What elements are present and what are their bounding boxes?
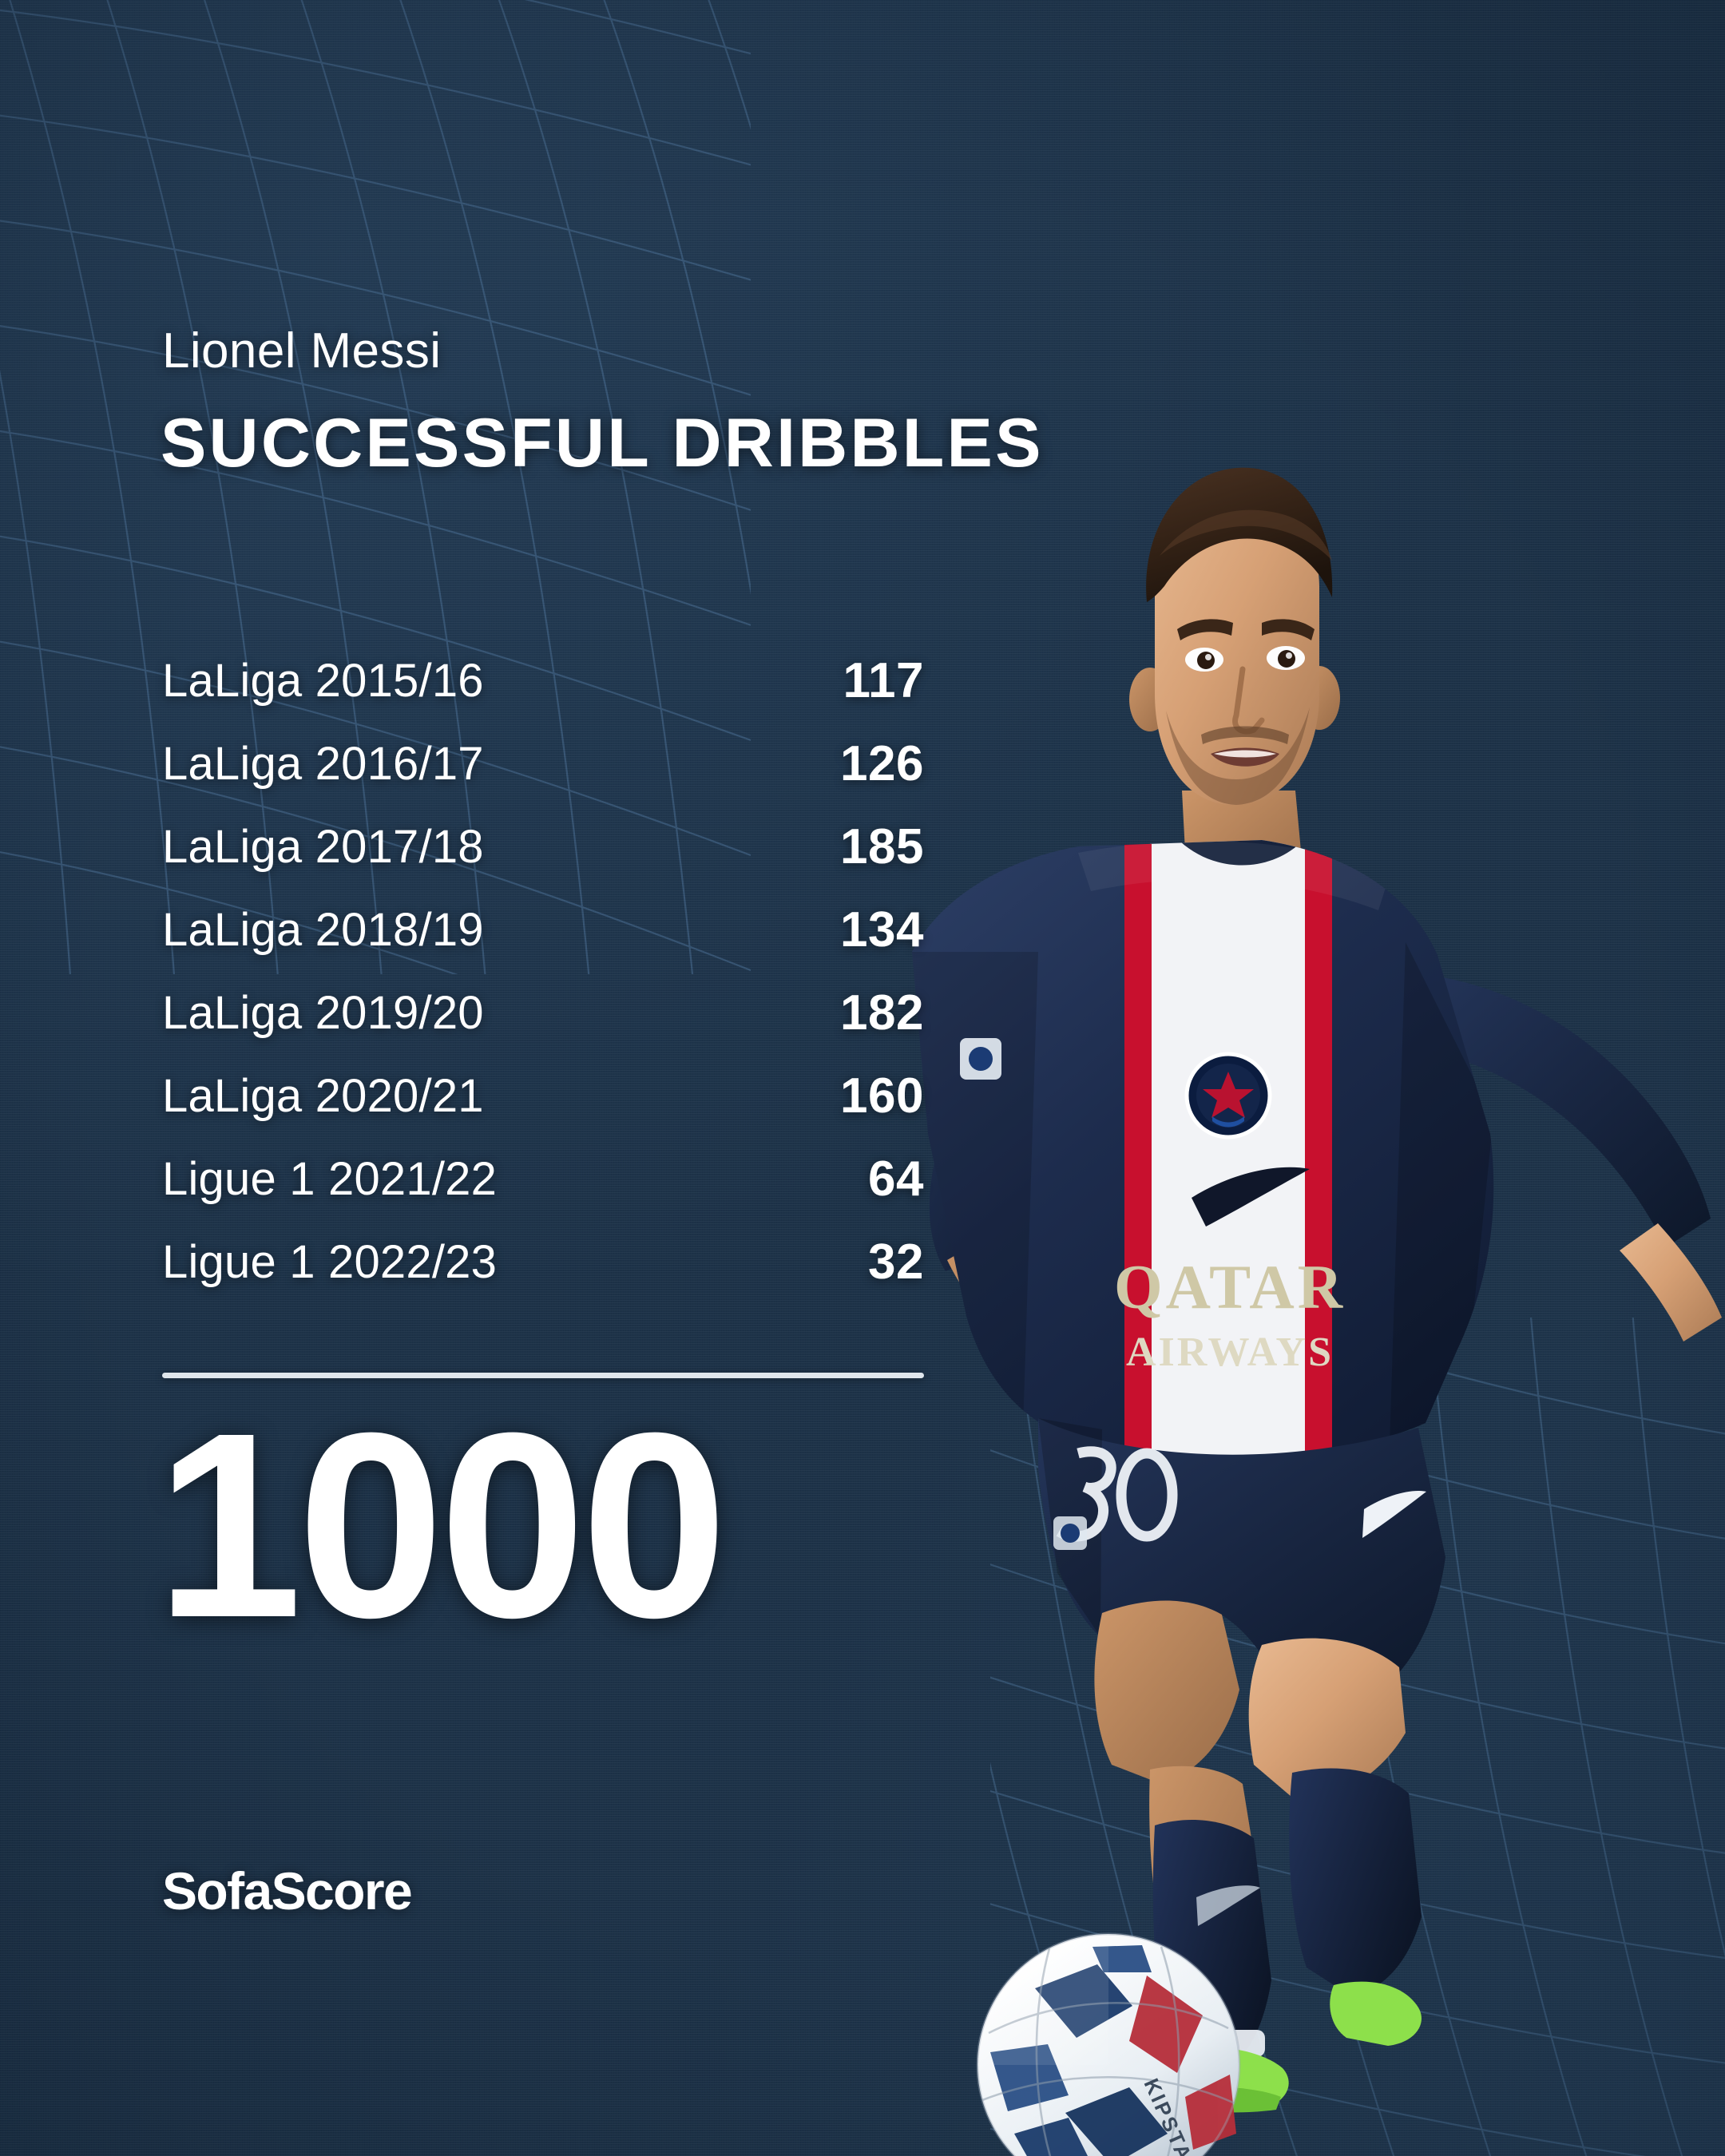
row-season-label: Ligue 1 2021/22 [162, 1152, 498, 1205]
row-dribbles-value: 32 [868, 1234, 924, 1290]
row-dribbles-value: 126 [840, 735, 924, 791]
row-dribbles-value: 117 [843, 652, 924, 708]
svg-text:KIPSTA: KIPSTA [1140, 2075, 1198, 2156]
table-row: Ligue 1 2021/22 64 [162, 1137, 924, 1220]
table-row: LaLiga 2019/20 182 [162, 971, 924, 1054]
row-dribbles-value: 134 [840, 902, 924, 957]
table-row: Ligue 1 2022/23 32 [162, 1220, 924, 1303]
row-season-label: Ligue 1 2022/23 [162, 1235, 498, 1288]
row-dribbles-value: 182 [840, 985, 924, 1040]
row-dribbles-value: 185 [840, 818, 924, 874]
row-season-label: LaLiga 2016/17 [162, 737, 484, 790]
row-season-label: LaLiga 2017/18 [162, 820, 484, 873]
table-row: LaLiga 2018/19 134 [162, 888, 924, 971]
table-row: LaLiga 2016/17 126 [162, 722, 924, 805]
row-season-label: LaLiga 2015/16 [162, 654, 484, 707]
svg-text:QATAR: QATAR [1114, 1252, 1346, 1322]
total-divider [162, 1373, 924, 1378]
stats-table: LaLiga 2015/16 117 LaLiga 2016/17 126 LaLiga… [162, 639, 924, 1303]
row-season-label: LaLiga 2018/19 [162, 903, 484, 956]
row-dribbles-value: 64 [868, 1151, 924, 1207]
table-row: LaLiga 2015/16 117 [162, 639, 924, 722]
grid-mesh-bottom-right [990, 1318, 1725, 2156]
row-season-label: LaLiga 2020/21 [162, 1069, 484, 1122]
row-dribbles-value: 160 [840, 1068, 924, 1124]
page-title: SUCCESSFUL DRIBBLES [161, 405, 1044, 482]
row-season-label: LaLiga 2019/20 [162, 986, 484, 1039]
table-row: LaLiga 2020/21 160 [162, 1054, 924, 1137]
sofascore-logo: SofaScore [162, 1861, 413, 1920]
content-column: Lionel Messi SUCCESSFUL DRIBBLES LaLiga … [156, 0, 1041, 2156]
player-name: Lionel Messi [162, 323, 442, 378]
total-value: 1000 [156, 1377, 728, 1672]
svg-text:AIRWAYS: AIRWAYS [1126, 1330, 1334, 1375]
table-row: LaLiga 2017/18 185 [162, 805, 924, 888]
